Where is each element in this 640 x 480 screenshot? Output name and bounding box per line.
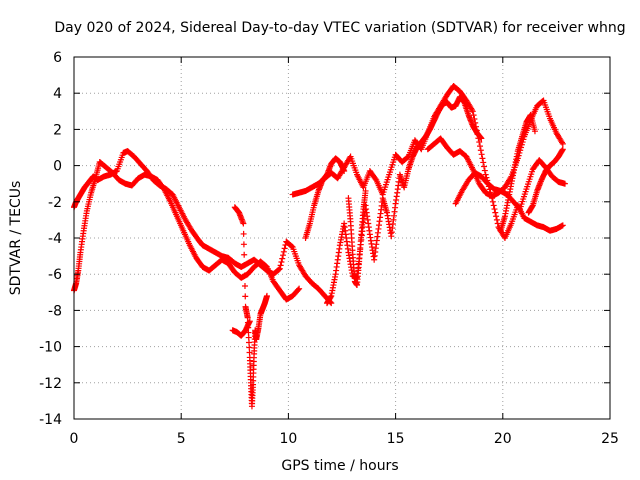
data-point: [477, 147, 484, 154]
data-point: [470, 112, 477, 119]
data-point: [241, 262, 248, 269]
data-point: [276, 265, 283, 272]
series-track-h: [302, 155, 348, 241]
data-point: [241, 282, 248, 289]
chart-title: Day 020 of 2024, Sidereal Day-to-day VTE…: [54, 20, 625, 36]
x-tick-label: 25: [601, 431, 619, 447]
data-point: [559, 139, 566, 146]
data-point: [561, 180, 568, 187]
data-point: [479, 155, 486, 162]
series-track-l: [525, 146, 566, 216]
data-point: [494, 220, 501, 227]
data-point: [280, 252, 287, 259]
x-tick-label: 20: [494, 431, 512, 447]
data-point: [481, 163, 488, 170]
y-tick-label: 0: [53, 159, 62, 175]
data-point: [279, 255, 286, 262]
data-point: [240, 230, 247, 237]
data-point: [489, 198, 496, 205]
data-point: [492, 209, 499, 216]
series-track-g: [345, 187, 369, 289]
series-track-c: [231, 204, 270, 410]
data-point: [478, 151, 485, 158]
data-point: [477, 143, 484, 150]
data-point: [241, 251, 248, 258]
data-point: [469, 108, 476, 115]
y-tick-label: -8: [48, 303, 62, 319]
data-markers: [71, 82, 568, 410]
series-track-i: [424, 97, 566, 200]
data-point: [280, 248, 287, 255]
x-tick-label: 5: [177, 431, 186, 447]
data-point: [295, 286, 302, 293]
data-point: [478, 135, 485, 142]
series-track-f: [323, 93, 485, 307]
data-point: [281, 245, 288, 252]
data-point: [242, 293, 249, 300]
data-point: [362, 187, 369, 194]
data-point: [246, 318, 253, 325]
data-point: [468, 106, 475, 113]
series-track-b: [71, 158, 303, 303]
data-point: [278, 258, 285, 265]
y-tick-label: 4: [53, 86, 62, 102]
data-point: [481, 167, 488, 174]
x-tick-label: 10: [279, 431, 297, 447]
x-tick-label: 15: [387, 431, 405, 447]
data-point: [491, 206, 498, 213]
series-track-d: [229, 318, 253, 339]
y-tick-label: -4: [48, 231, 62, 247]
data-point: [559, 146, 566, 153]
data-point: [531, 128, 538, 135]
x-axis-label: GPS time / hours: [281, 458, 398, 474]
data-point: [476, 139, 483, 146]
axis-ticks: 0 5 10 15 20 25 -14 -12 -10 -8 -6 -4 -2 0 2 4 6: [39, 50, 619, 447]
y-tick-label: -6: [48, 267, 62, 283]
data-point: [493, 216, 500, 223]
data-point: [559, 222, 566, 229]
data-point: [240, 220, 247, 227]
y-axis-label: SDTVAR / TECUs: [8, 181, 24, 296]
y-tick-label: -12: [39, 376, 62, 392]
x-tick-label: 0: [70, 431, 79, 447]
data-point: [276, 266, 283, 273]
data-point: [277, 262, 284, 269]
data-point: [482, 171, 489, 178]
data-point: [341, 168, 348, 175]
data-point: [241, 272, 248, 279]
y-tick-label: 6: [53, 50, 62, 66]
y-tick-label: -14: [39, 412, 62, 428]
y-tick-label: -10: [39, 340, 62, 356]
y-tick-label: -2: [48, 195, 62, 211]
data-point: [490, 202, 497, 209]
data-point: [493, 213, 500, 220]
series-track-k: [497, 111, 538, 234]
data-point: [263, 292, 270, 299]
data-point: [296, 285, 303, 292]
y-tick-label: 2: [53, 122, 62, 138]
series-track-j: [452, 157, 568, 213]
data-point: [480, 159, 487, 166]
data-point: [240, 241, 247, 248]
data-point: [559, 140, 566, 147]
